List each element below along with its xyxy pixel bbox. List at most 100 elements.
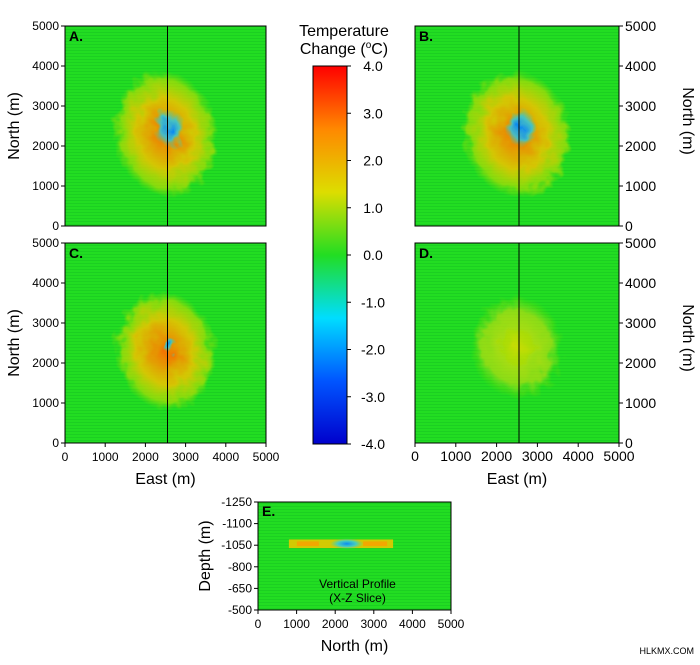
x-tick-label: 4000 [563, 448, 594, 464]
x-tick-label: 1000 [283, 617, 310, 631]
y-tick-label: 5000 [32, 236, 59, 250]
y-tick-label: 1000 [625, 178, 656, 194]
y-tick-label: 5000 [625, 18, 656, 34]
x-tick-label: 2000 [132, 450, 159, 464]
panel-a: A. 0 1000 2000 3000 4000 5000 North (m) [6, 19, 267, 233]
x-tick-label: 3000 [522, 448, 553, 464]
x-axis-label: East (m) [487, 471, 547, 488]
heatmap-background [258, 502, 451, 610]
y-tick-label: -500 [228, 603, 252, 617]
colorbar-tick-label: 1.0 [363, 200, 383, 216]
y-tick-label: 0 [625, 435, 633, 451]
x-tick-label: 0 [411, 448, 419, 464]
cold-anomaly [153, 108, 186, 148]
y-tick-label: 5000 [32, 19, 59, 33]
colorbar-tick-label: 3.0 [363, 105, 383, 121]
y-tick-label: 3000 [625, 98, 656, 114]
warm-core [296, 541, 319, 547]
x-axis-label: East (m) [135, 471, 195, 488]
warm-core [363, 541, 388, 547]
y-axis-label: North (m) [679, 87, 696, 155]
y-axis-label: North (m) [6, 92, 23, 160]
y-tick-label: 2000 [32, 356, 59, 370]
y-tick-label: 4000 [625, 275, 656, 291]
y-axis-label: North (m) [679, 304, 696, 372]
y-tick-label: -1100 [222, 517, 252, 531]
y-tick-label: 1000 [32, 179, 59, 193]
colorbar-tick-label: 4.0 [363, 58, 383, 74]
y-tick-label: 5000 [625, 235, 656, 251]
panel-e: E. -500 -650 -800 -1050 -1100 -1250 0 1000 2000 30… [197, 495, 465, 655]
x-tick-label: 1000 [440, 448, 471, 464]
colorbar-tick-label: -3.0 [361, 389, 385, 405]
y-tick-label: 3000 [32, 316, 59, 330]
x-tick-label: 0 [255, 617, 262, 631]
y-tick-label: 1000 [625, 395, 656, 411]
y-tick-label: 0 [52, 219, 59, 233]
x-tick-label: 5000 [253, 450, 280, 464]
y-tick-label: -800 [228, 560, 252, 574]
watermark: HLKMX.COM [639, 646, 694, 656]
y-tick-label: 3000 [625, 315, 656, 331]
x-tick-label: 2000 [481, 448, 512, 464]
y-tick-label: 0 [52, 436, 59, 450]
x-tick-label: 3000 [172, 450, 199, 464]
y-tick-label: 2000 [625, 355, 656, 371]
x-axis-label: North (m) [321, 638, 389, 655]
panel-label: B. [419, 28, 433, 44]
colorbar-title-line-1: Temperature [299, 23, 389, 40]
x-tick-label: 4000 [212, 450, 239, 464]
x-tick-label: 0 [62, 450, 69, 464]
colorbar-tick-label: -1.0 [361, 294, 385, 310]
panel-label: C. [69, 245, 83, 261]
panels-layer: A. 0 1000 2000 3000 4000 5000 North (m) B. 0 1000 2… [6, 18, 696, 655]
y-tick-label: -1250 [221, 495, 252, 509]
colorbar-tick-label: 2.0 [363, 153, 383, 169]
annotation-line-2: (X-Z Slice) [329, 591, 386, 605]
y-tick-label: 2000 [32, 139, 59, 153]
colorbar-tick-label: -2.0 [361, 342, 385, 358]
plot-frame [257, 501, 452, 611]
y-axis-label: Depth (m) [197, 520, 214, 591]
plot-frame [64, 242, 267, 444]
y-tick-label: -1050 [221, 538, 252, 552]
cold-anomaly [505, 108, 537, 148]
y-tick-label: 4000 [32, 59, 59, 73]
panel-b: B. 0 1000 2000 3000 4000 5000 North (m) [414, 18, 696, 234]
plot-frame [64, 25, 267, 227]
y-axis-label: North (m) [6, 309, 23, 377]
x-tick-label: 1000 [92, 450, 119, 464]
x-tick-label: 3000 [360, 617, 387, 631]
panel-label: D. [419, 245, 433, 261]
plot-frame [414, 242, 620, 444]
panel-label: A. [69, 28, 83, 44]
colorbar-tick-label: 0.0 [363, 247, 383, 263]
y-tick-label: 3000 [32, 99, 59, 113]
y-tick-label: 2000 [625, 138, 656, 154]
colorbar-tick-label: -4.0 [361, 436, 385, 452]
y-tick-label: 0 [625, 218, 633, 234]
colorbar-title-unit: C) [371, 41, 388, 58]
annotation-line-1: Vertical Profile [319, 577, 396, 591]
y-tick-label: 4000 [32, 276, 59, 290]
y-tick-label: 4000 [625, 58, 656, 74]
colorbar-title-line-2: Change (oC) [300, 40, 388, 58]
panel-c: C. 0 1000 2000 3000 4000 5000 0 1000 2000 3000 4000… [6, 236, 280, 488]
panel-label: E. [262, 503, 275, 519]
colorbar-title-sup: o [366, 40, 372, 51]
x-tick-label: 4000 [399, 617, 426, 631]
plot-frame [414, 25, 620, 227]
colorbar-gradient [312, 65, 348, 445]
x-tick-label: 5000 [603, 448, 634, 464]
cold-anomaly [162, 336, 177, 354]
warm-anomaly [469, 295, 565, 399]
y-tick-label: 1000 [32, 396, 59, 410]
x-tick-label: 2000 [322, 617, 349, 631]
y-tick-label: -650 [228, 581, 252, 595]
x-tick-label: 5000 [438, 617, 465, 631]
cold-anomaly [329, 538, 364, 550]
colorbar-title-text: Change ( [300, 41, 366, 58]
